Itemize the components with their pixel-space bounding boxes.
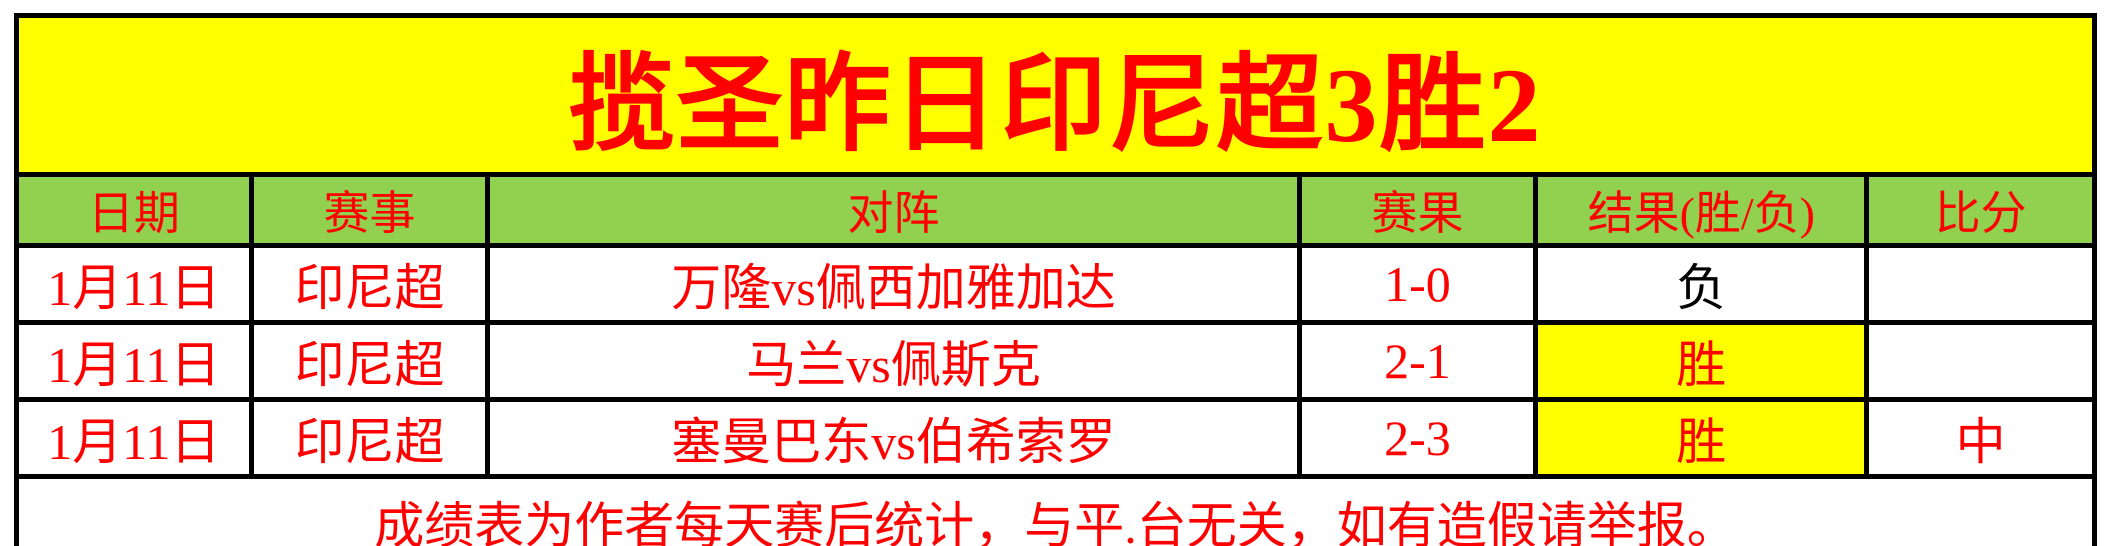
league-cell: 印尼超 <box>248 320 491 402</box>
league-cell: 印尼超 <box>248 397 491 479</box>
date-cell: 1月11日 <box>14 320 254 402</box>
header-match: 对阵 <box>485 172 1302 248</box>
match-cell: 塞曼巴东vs伯希索罗 <box>485 397 1302 479</box>
verdict-cell <box>1864 243 2097 325</box>
header-row: 日期 赛事 对阵 赛果 结果(胜/负) 比分 <box>14 172 2097 248</box>
header-date: 日期 <box>14 172 254 248</box>
date-cell: 1月11日 <box>14 397 254 479</box>
header-result: 结果(胜/负) <box>1533 172 1870 248</box>
table-row: 1月11日 印尼超 万隆vs佩西加雅加达 1-0 负 <box>14 243 2097 325</box>
results-table: 揽圣昨日印尼超3胜2 日期 赛事 对阵 赛果 结果(胜/负) 比分 1月11日 … <box>14 13 2097 546</box>
header-score: 赛果 <box>1296 172 1539 248</box>
league-cell: 印尼超 <box>248 243 491 325</box>
table-row: 1月11日 印尼超 塞曼巴东vs伯希索罗 2-3 胜 中 <box>14 397 2097 479</box>
score-cell: 1-0 <box>1296 243 1539 325</box>
result-cell: 负 <box>1533 243 1870 325</box>
footer-row: 成绩表为作者每天赛后统计，与平.台无关，如有造假请举报。 <box>14 474 2097 546</box>
header-league: 赛事 <box>248 172 491 248</box>
result-cell: 胜 <box>1533 320 1870 402</box>
score-cell: 2-3 <box>1296 397 1539 479</box>
verdict-cell <box>1864 320 2097 402</box>
header-verdict: 比分 <box>1864 172 2097 248</box>
match-cell: 马兰vs佩斯克 <box>485 320 1302 402</box>
page-title: 揽圣昨日印尼超3胜2 <box>14 13 2097 177</box>
match-cell: 万隆vs佩西加雅加达 <box>485 243 1302 325</box>
result-cell: 胜 <box>1533 397 1870 479</box>
date-cell: 1月11日 <box>14 243 254 325</box>
footer-note: 成绩表为作者每天赛后统计，与平.台无关，如有造假请举报。 <box>14 474 2097 546</box>
banner-row: 揽圣昨日印尼超3胜2 <box>14 13 2097 177</box>
table-row: 1月11日 印尼超 马兰vs佩斯克 2-1 胜 <box>14 320 2097 402</box>
verdict-cell: 中 <box>1864 397 2097 479</box>
score-cell: 2-1 <box>1296 320 1539 402</box>
